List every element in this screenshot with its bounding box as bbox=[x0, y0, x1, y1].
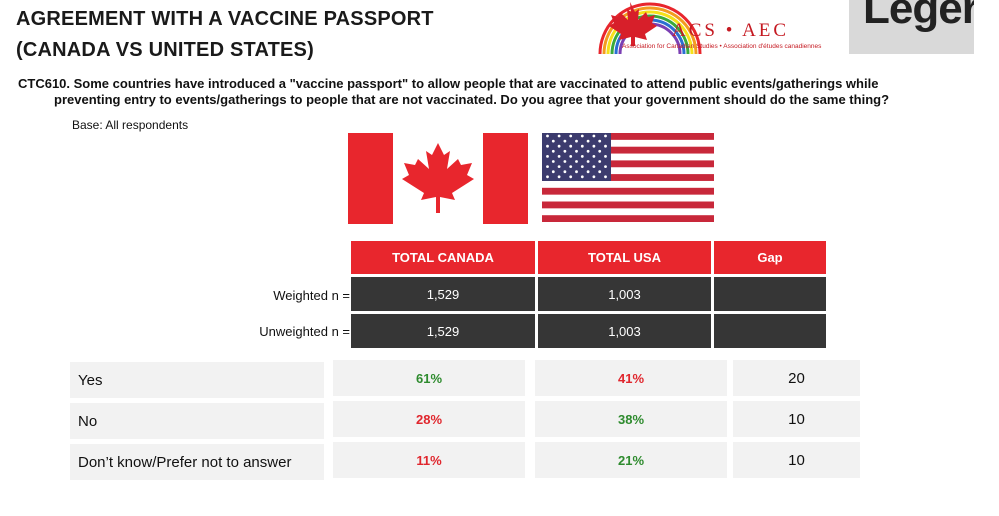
leger-logo: Leger bbox=[849, 0, 974, 54]
question-line-1: CTC610. Some countries have introduced a… bbox=[18, 76, 879, 91]
page-title: AGREEMENT WITH A VACCINE PASSPORT (CANAD… bbox=[16, 4, 434, 66]
row-yes-label: Yes bbox=[70, 362, 324, 398]
row-dontknow-label: Don’t know/Prefer not to answer bbox=[70, 444, 324, 480]
base-note: Base: All respondents bbox=[72, 118, 189, 132]
title-line-2: (CANADA VS UNITED STATES) bbox=[16, 39, 314, 61]
unweighted-n-label: Unweighted n = bbox=[259, 324, 350, 339]
row-dontknow-gap: 10 bbox=[733, 442, 860, 478]
acs-logo-text: ACS • AEC bbox=[672, 20, 790, 41]
question-line-2: preventing entry to events/gatherings to… bbox=[54, 92, 890, 107]
row-dontknow-canada: 11% bbox=[333, 442, 525, 478]
acs-logo-subtitle: Association for Canadian Studies • Assoc… bbox=[622, 43, 822, 50]
unweighted-n-gap bbox=[714, 314, 826, 348]
row-no-gap: 10 bbox=[733, 401, 860, 437]
weighted-n-usa: 1,003 bbox=[538, 277, 711, 311]
header-gap: Gap bbox=[714, 241, 826, 274]
leger-logo-text: Leger bbox=[863, 0, 974, 33]
weighted-n-label: Weighted n = bbox=[273, 288, 350, 303]
acs-rainbow-maple-logo bbox=[598, 2, 702, 54]
row-no-label: No bbox=[70, 403, 324, 439]
usa-flag-icon bbox=[542, 133, 714, 222]
header-total-usa: TOTAL USA bbox=[538, 241, 711, 274]
row-yes-gap: 20 bbox=[733, 360, 860, 396]
unweighted-n-canada: 1,529 bbox=[351, 314, 535, 348]
row-yes-canada: 61% bbox=[333, 360, 525, 396]
title-line-1: AGREEMENT WITH A VACCINE PASSPORT bbox=[16, 8, 434, 30]
weighted-n-canada: 1,529 bbox=[351, 277, 535, 311]
header-total-canada: TOTAL CANADA bbox=[351, 241, 535, 274]
row-no-canada: 28% bbox=[333, 401, 525, 437]
row-dontknow-usa: 21% bbox=[535, 442, 727, 478]
unweighted-n-usa: 1,003 bbox=[538, 314, 711, 348]
row-no-usa: 38% bbox=[535, 401, 727, 437]
row-yes-usa: 41% bbox=[535, 360, 727, 396]
weighted-n-gap bbox=[714, 277, 826, 311]
question-text: CTC610. Some countries have introduced a… bbox=[18, 76, 978, 108]
canada-flag-icon bbox=[348, 133, 528, 224]
